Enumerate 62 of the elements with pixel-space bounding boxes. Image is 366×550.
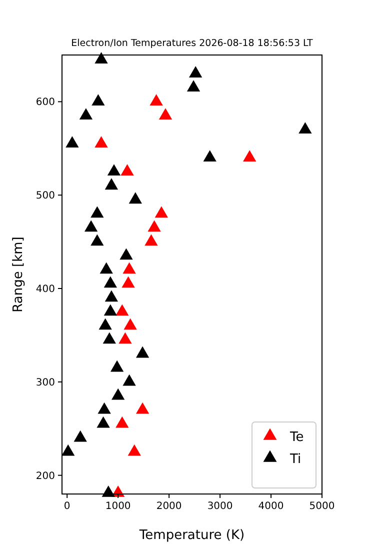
point bbox=[98, 402, 111, 414]
point bbox=[104, 304, 117, 316]
point bbox=[94, 136, 108, 148]
y-tick-label: 400 bbox=[36, 284, 55, 296]
point bbox=[99, 318, 112, 330]
y-tick-label: 600 bbox=[36, 97, 55, 108]
x-tick-label: 4000 bbox=[258, 501, 284, 512]
point bbox=[298, 122, 312, 134]
point bbox=[104, 276, 117, 288]
point bbox=[110, 360, 124, 372]
point bbox=[100, 262, 113, 274]
point bbox=[62, 444, 74, 456]
x-tick-label: 2000 bbox=[156, 501, 182, 512]
point bbox=[97, 416, 110, 428]
x-axis-title: Temperature (K) bbox=[138, 528, 245, 543]
x-tick-label: 1000 bbox=[105, 501, 131, 512]
point bbox=[128, 444, 141, 456]
point bbox=[136, 402, 149, 414]
legend-label: Ti bbox=[289, 452, 302, 467]
point bbox=[102, 486, 115, 497]
point bbox=[123, 262, 136, 274]
point bbox=[80, 108, 92, 120]
point bbox=[136, 346, 149, 358]
y-tick-label: 500 bbox=[36, 190, 55, 202]
point bbox=[243, 150, 256, 162]
point bbox=[105, 290, 118, 302]
point bbox=[123, 374, 136, 386]
point bbox=[112, 388, 124, 400]
point bbox=[187, 80, 200, 92]
legend-label: Te bbox=[289, 430, 304, 445]
point bbox=[103, 332, 116, 344]
point bbox=[148, 220, 161, 232]
point bbox=[120, 164, 134, 176]
point bbox=[122, 276, 135, 288]
point bbox=[129, 192, 142, 204]
point bbox=[144, 234, 158, 246]
point bbox=[159, 108, 172, 120]
chart-title: Electron/Ion Temperatures 2026-08-18 18:56:53 LT bbox=[71, 38, 314, 49]
point bbox=[124, 318, 137, 330]
point bbox=[66, 136, 78, 148]
point bbox=[108, 164, 120, 176]
point bbox=[116, 416, 128, 428]
point bbox=[204, 150, 216, 162]
x-tick-label: 0 bbox=[64, 501, 70, 512]
point bbox=[90, 234, 104, 246]
point bbox=[118, 332, 132, 344]
point bbox=[120, 248, 133, 260]
y-tick-label: 200 bbox=[36, 470, 55, 482]
point bbox=[116, 304, 128, 316]
point bbox=[74, 430, 87, 442]
point bbox=[150, 94, 163, 106]
point bbox=[84, 220, 98, 232]
point bbox=[90, 206, 104, 218]
x-tick-label: 5000 bbox=[309, 501, 335, 512]
point bbox=[94, 52, 108, 64]
y-axis-title: Range [km] bbox=[11, 236, 26, 312]
point bbox=[92, 94, 104, 106]
x-tick-label: 3000 bbox=[207, 501, 233, 512]
point bbox=[189, 66, 202, 78]
y-tick-label: 300 bbox=[36, 377, 55, 388]
point bbox=[155, 206, 168, 218]
point bbox=[105, 178, 118, 190]
